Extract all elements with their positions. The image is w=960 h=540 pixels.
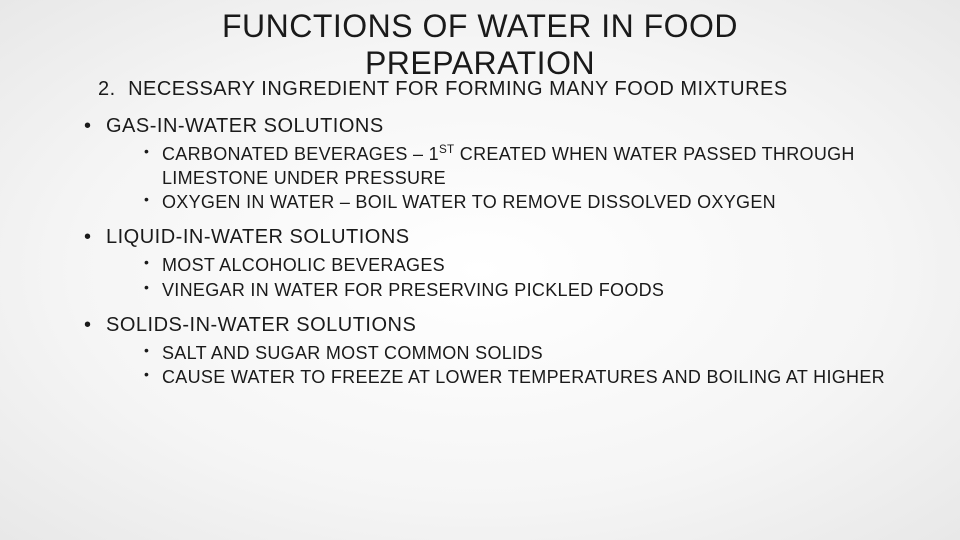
item-text: OXYGEN IN WATER – BOIL WATER TO REMOVE D… <box>162 192 776 212</box>
item-text: CAUSE WATER TO FREEZE AT LOWER TEMPERATU… <box>162 367 885 387</box>
section-heading: LIQUID-IN-WATER SOLUTIONS <box>106 226 410 248</box>
numbered-item-text: NECESSARY INGREDIENT FOR FORMING MANY FO… <box>128 78 788 100</box>
sub-list: MOST ALCOHOLIC BEVERAGES VINEGAR IN WATE… <box>144 253 920 302</box>
item-text: SALT AND SUGAR MOST COMMON SOLIDS <box>162 343 543 363</box>
section-heading: SOLIDS-IN-WATER SOLUTIONS <box>106 314 416 336</box>
list-item: CAUSE WATER TO FREEZE AT LOWER TEMPERATU… <box>144 365 920 389</box>
sub-list: SALT AND SUGAR MOST COMMON SOLIDS CAUSE … <box>144 341 920 390</box>
slide: FUNCTIONS OF WATER IN FOOD PREPARATION 2… <box>0 0 960 540</box>
list-item: CARBONATED BEVERAGES – 1ST CREATED WHEN … <box>144 142 920 191</box>
list-item: VINEGAR IN WATER FOR PRESERVING PICKLED … <box>144 278 920 302</box>
numbered-item-number: 2. <box>98 78 122 101</box>
list-item: OXYGEN IN WATER – BOIL WATER TO REMOVE D… <box>144 190 920 214</box>
item-text-pre: CARBONATED BEVERAGES – 1 <box>162 144 439 164</box>
section-heading: GAS-IN-WATER SOLUTIONS <box>106 115 384 137</box>
numbered-item: 2. NECESSARY INGREDIENT FOR FORMING MANY… <box>98 78 920 101</box>
item-text-sup: ST <box>439 143 455 156</box>
slide-title: FUNCTIONS OF WATER IN FOOD PREPARATION <box>40 8 920 82</box>
list-item: SALT AND SUGAR MOST COMMON SOLIDS <box>144 341 920 365</box>
section-gas-in-water: GAS-IN-WATER SOLUTIONS CARBONATED BEVERA… <box>84 115 920 215</box>
item-text: MOST ALCOHOLIC BEVERAGES <box>162 255 445 275</box>
list-item: MOST ALCOHOLIC BEVERAGES <box>144 253 920 277</box>
section-liquid-in-water: LIQUID-IN-WATER SOLUTIONS MOST ALCOHOLIC… <box>84 226 920 302</box>
title-line-2: PREPARATION <box>365 45 595 81</box>
sub-list: CARBONATED BEVERAGES – 1ST CREATED WHEN … <box>144 142 920 215</box>
title-line-1: FUNCTIONS OF WATER IN FOOD <box>222 8 738 44</box>
item-text: VINEGAR IN WATER FOR PRESERVING PICKLED … <box>162 280 664 300</box>
section-solids-in-water: SOLIDS-IN-WATER SOLUTIONS SALT AND SUGAR… <box>84 314 920 390</box>
bullet-list-top: GAS-IN-WATER SOLUTIONS CARBONATED BEVERA… <box>84 115 920 390</box>
